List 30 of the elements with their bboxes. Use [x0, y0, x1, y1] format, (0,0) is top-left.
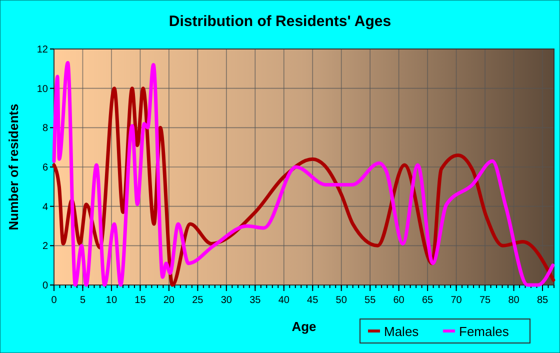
x-tick-label: 55: [364, 295, 376, 306]
y-axis-title: Number of residents: [6, 104, 21, 230]
chart-title: Distribution of Residents' Ages: [168, 13, 392, 30]
x-tick-label: 5: [80, 295, 86, 306]
x-tick-label: 45: [307, 295, 319, 306]
x-tick-label: 0: [51, 295, 58, 306]
x-axis-title: Age: [292, 319, 316, 334]
y-tick-label: 8: [42, 123, 48, 134]
x-tick-label: 20: [163, 295, 175, 306]
y-tick-label: 4: [42, 202, 48, 213]
legend-label: Males: [384, 324, 420, 339]
x-tick-label: 70: [450, 295, 462, 306]
legend-label: Females: [459, 324, 510, 339]
x-tick-label: 85: [536, 295, 549, 306]
y-tick-label: 12: [36, 44, 48, 56]
y-tick-label: 6: [42, 162, 48, 174]
y-tick-label: 2: [42, 241, 48, 252]
x-tick-label: 40: [278, 295, 290, 306]
x-tick-label: 35: [250, 295, 262, 306]
x-tick-label: 75: [479, 295, 492, 306]
y-tick-label: 10: [36, 84, 48, 95]
x-tick-label: 80: [508, 295, 520, 306]
x-tick-label: 10: [106, 295, 118, 306]
y-tick-label: 0: [42, 280, 48, 292]
x-tick-label: 50: [336, 295, 348, 306]
x-tick-label: 65: [422, 295, 434, 306]
x-tick-label: 60: [393, 295, 405, 306]
x-tick-label: 30: [220, 295, 232, 306]
x-tick-label: 15: [134, 295, 146, 306]
x-tick-label: 25: [192, 295, 204, 306]
